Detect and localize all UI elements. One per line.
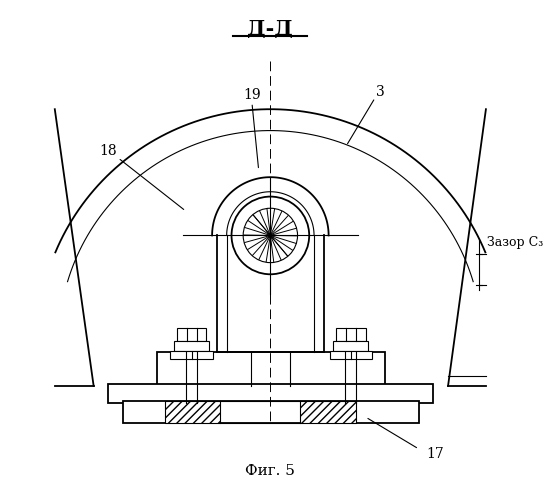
Text: Д-Д: Д-Д: [248, 18, 293, 38]
Bar: [108, 384, 433, 404]
Bar: [177, 328, 206, 342]
Bar: [170, 351, 213, 359]
Text: 17: 17: [427, 447, 444, 461]
Bar: [123, 402, 419, 423]
Text: 19: 19: [243, 88, 261, 102]
Bar: [330, 351, 372, 359]
Text: Зазор С₃: Зазор С₃: [487, 236, 543, 248]
Bar: [300, 402, 356, 423]
Bar: [336, 328, 366, 342]
Text: 18: 18: [99, 144, 117, 158]
Text: 3: 3: [376, 84, 384, 98]
Bar: [334, 342, 368, 351]
Text: Фиг. 5: Фиг. 5: [245, 464, 295, 478]
Bar: [157, 352, 385, 386]
Bar: [174, 342, 209, 351]
Bar: [165, 402, 220, 423]
Bar: [165, 402, 220, 423]
Bar: [300, 402, 356, 423]
